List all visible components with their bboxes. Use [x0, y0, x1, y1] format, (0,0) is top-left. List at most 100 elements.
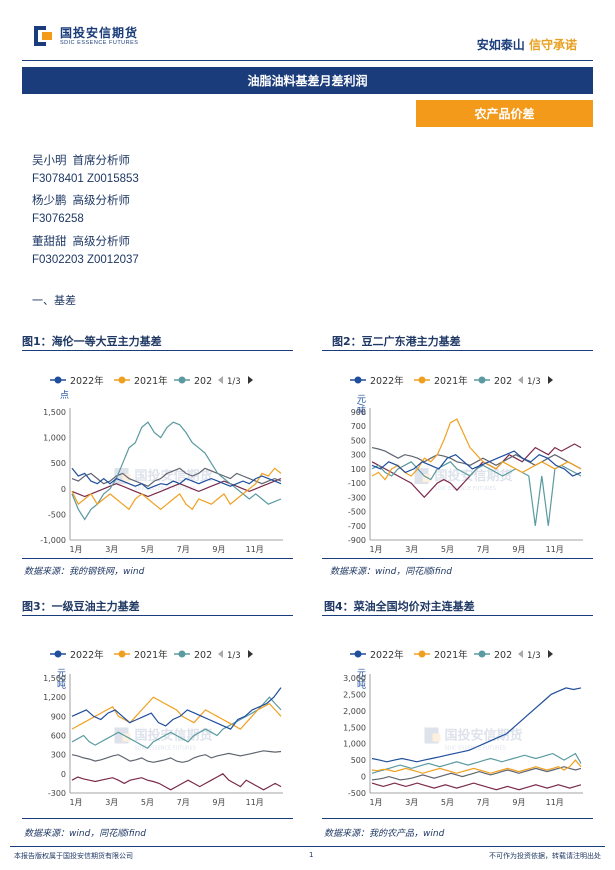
y-tick-label: 1,500	[43, 408, 66, 417]
y-tick-label: -500	[48, 510, 66, 519]
legend-next-icon	[548, 650, 553, 658]
series-line-0	[71, 467, 282, 490]
y-tick-label: 1,500	[43, 674, 66, 683]
legend-next-icon	[548, 376, 553, 384]
legend-label-2: 202	[194, 376, 212, 387]
legend-marker-0	[354, 650, 362, 658]
analyst-3: 董甜甜 高级分析师	[32, 234, 130, 248]
legend-marker-0	[54, 650, 62, 658]
legend-marker-0	[54, 376, 62, 384]
legend-page: 1/3	[527, 377, 541, 387]
legend-label-2: 202	[194, 650, 212, 661]
x-tick-label: 7月	[477, 545, 490, 554]
legend-label-0: 2022年	[370, 375, 404, 387]
axis-unit-label: 元/吨	[355, 394, 366, 415]
analyst-2: 杨少鹏 高级分析师	[32, 193, 130, 207]
y-tick-label: 500	[351, 436, 366, 445]
watermark-logo-icon	[114, 468, 129, 484]
watermark-text: 国投安信期货	[445, 728, 523, 744]
y-tick-label: -500	[348, 789, 366, 798]
chart-svg: 2022年 2021年 202 1/3 元/吨3,000 2,500 2,000 1,500 1…	[343, 649, 583, 807]
x-tick-label: 5月	[141, 798, 154, 807]
x-tick-label: 1月	[69, 798, 82, 807]
series-line-1	[71, 467, 282, 511]
figure-1-title: 图1：海伦一等大豆主力基差	[22, 335, 162, 348]
watermark-text: 国投安信期货	[135, 728, 213, 744]
x-tick-label: 7月	[177, 798, 190, 807]
figure-3-rule	[22, 615, 293, 616]
series-line-4	[71, 773, 282, 791]
y-tick-label: -100	[348, 479, 366, 488]
y-tick-label: 300	[51, 751, 66, 760]
legend-marker-2	[178, 650, 186, 658]
figure-3-bottom-rule	[22, 818, 293, 819]
chart-legend: 2022年 2021年 202 1/3	[350, 649, 553, 661]
slogan: 安如泰山 信守承诺	[477, 36, 577, 53]
footer-copyright: 本报告版权属于国投安信期货有限公司	[14, 852, 133, 860]
legend-prev-icon	[218, 376, 223, 384]
chart-svg: 2022年 2021年 202 1/3 点 1,500 1,000 500 0 -500 -1,00…	[40, 375, 283, 554]
figure-2-source: 数据来源：wind，同花顺ifind	[330, 567, 453, 577]
x-tick-label: 5月	[441, 545, 454, 554]
watermark-logo-accent-icon	[432, 733, 441, 742]
axis-unit-label: 元/吨	[55, 668, 66, 689]
legend-prev-icon	[518, 376, 523, 384]
analyst-name: 董甜甜	[32, 234, 67, 248]
legend-label-1: 2021年	[134, 375, 168, 387]
series-line-1	[371, 418, 582, 481]
legend-label-1: 2021年	[134, 649, 168, 661]
chart-legend: 2022年 2021年 202 1/3	[50, 649, 253, 661]
watermark: 国投安信期货 SDIC ESSENCE FUTURES	[424, 727, 523, 752]
footer-page-number: 1	[309, 851, 314, 859]
y-tick-label: -900	[348, 536, 366, 545]
legend-marker-1	[418, 650, 426, 658]
company-logo: 国投安信期货 SDIC ESSENCE FUTURES	[32, 24, 138, 48]
legend-label-0: 2022年	[70, 649, 104, 661]
x-tick-label: 11月	[246, 545, 264, 554]
y-tick-label: -700	[348, 522, 366, 531]
y-tick-label: 500	[351, 756, 366, 765]
y-tick-label: -300	[348, 493, 366, 502]
footer-divider	[10, 846, 605, 847]
watermark-logo-icon	[414, 468, 429, 484]
legend-page: 1/3	[527, 651, 541, 661]
watermark-logo-accent-icon	[122, 474, 131, 482]
x-tick-label: 1月	[369, 545, 382, 554]
legend-next-icon	[248, 376, 253, 384]
slogan-part-b: 信守承诺	[528, 38, 577, 52]
x-tick-label: 11月	[246, 798, 264, 807]
x-tick-label: 9月	[512, 545, 525, 554]
legend-marker-2	[478, 376, 486, 384]
series-line-2	[71, 696, 282, 750]
report-title-bar: 油脂油料基差月差利润	[22, 67, 593, 94]
y-tick-label: 100	[351, 465, 366, 474]
analyst-role: 高级分析师	[72, 193, 131, 207]
header-divider	[22, 60, 593, 61]
figure-4-rule	[322, 615, 593, 616]
y-tick-label: -500	[348, 508, 366, 517]
figure-2-rule	[322, 350, 593, 351]
legend-marker-2	[178, 376, 186, 384]
legend-label-0: 2022年	[370, 649, 404, 661]
analyst-role: 高级分析师	[72, 234, 131, 248]
logo-cn-text: 国投安信期货	[60, 25, 139, 40]
watermark-logo-accent-icon	[122, 733, 131, 742]
x-tick-label: 3月	[105, 798, 118, 807]
x-tick-label: 9月	[212, 545, 225, 554]
y-tick-label: 300	[351, 451, 366, 460]
watermark-logo-icon	[114, 727, 129, 744]
analyst-cert: F0302203 Z0012037	[32, 254, 139, 266]
series-line-0	[371, 687, 582, 763]
watermark-text-en: SDIC ESSENCE FUTURES	[435, 486, 496, 492]
watermark: 国投安信期货 SDIC ESSENCE FUTURES	[114, 727, 213, 752]
series-line-0	[371, 450, 582, 477]
axis-unit-label: 元/吨	[355, 668, 366, 689]
category-bar: 农产品价差	[416, 100, 593, 127]
logo-mark-icon	[32, 24, 54, 48]
figure-1-source: 数据来源：我的钢铁网，wind	[24, 567, 145, 577]
series-line-3	[371, 447, 582, 470]
series-line-1	[71, 696, 282, 730]
x-tick-label: 7月	[477, 798, 490, 807]
watermark-logo-accent-icon	[422, 474, 431, 482]
